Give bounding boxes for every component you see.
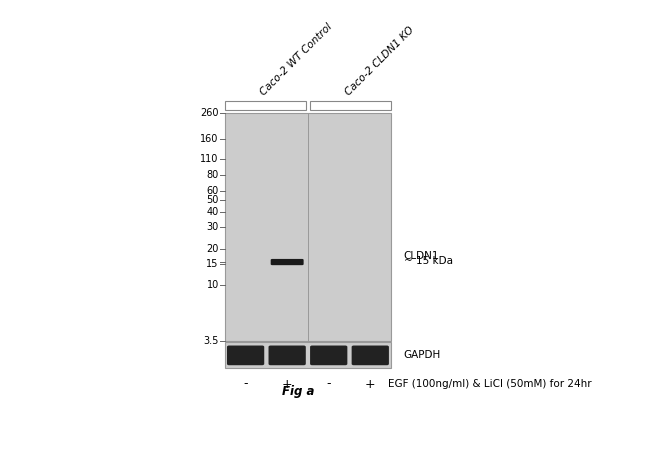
Text: ~ 15 kDa: ~ 15 kDa	[404, 256, 452, 267]
Text: 260: 260	[200, 108, 219, 118]
Bar	[225, 113, 391, 341]
Text: +: +	[365, 377, 376, 391]
Text: 10: 10	[207, 280, 219, 290]
Text: 15: 15	[207, 259, 219, 269]
Text: 60: 60	[207, 185, 219, 196]
Text: Fig a: Fig a	[281, 385, 314, 398]
Text: +: +	[282, 377, 293, 391]
Text: EGF (100ng/ml) & LiCl (50mM) for 24hr: EGF (100ng/ml) & LiCl (50mM) for 24hr	[388, 379, 592, 389]
FancyBboxPatch shape	[227, 345, 265, 365]
Text: -: -	[326, 377, 331, 391]
Text: 20: 20	[207, 244, 219, 253]
FancyBboxPatch shape	[352, 345, 389, 365]
Bar	[225, 101, 306, 110]
Text: 3.5: 3.5	[203, 336, 219, 345]
Text: 30: 30	[207, 222, 219, 232]
Text: 110: 110	[200, 154, 219, 164]
Text: 80: 80	[207, 170, 219, 180]
Text: 50: 50	[207, 195, 219, 205]
FancyBboxPatch shape	[270, 259, 304, 265]
Text: GAPDH: GAPDH	[404, 350, 441, 360]
Text: Caco-2 CLDN1 KO: Caco-2 CLDN1 KO	[343, 25, 416, 97]
Text: CLDN1: CLDN1	[404, 251, 439, 261]
Text: Caco-2 WT Control: Caco-2 WT Control	[259, 22, 334, 97]
Bar	[225, 342, 391, 368]
Text: 40: 40	[207, 207, 219, 217]
Text: 160: 160	[200, 134, 219, 144]
FancyBboxPatch shape	[310, 345, 347, 365]
FancyBboxPatch shape	[268, 345, 306, 365]
Text: -: -	[243, 377, 248, 391]
Bar	[309, 101, 391, 110]
